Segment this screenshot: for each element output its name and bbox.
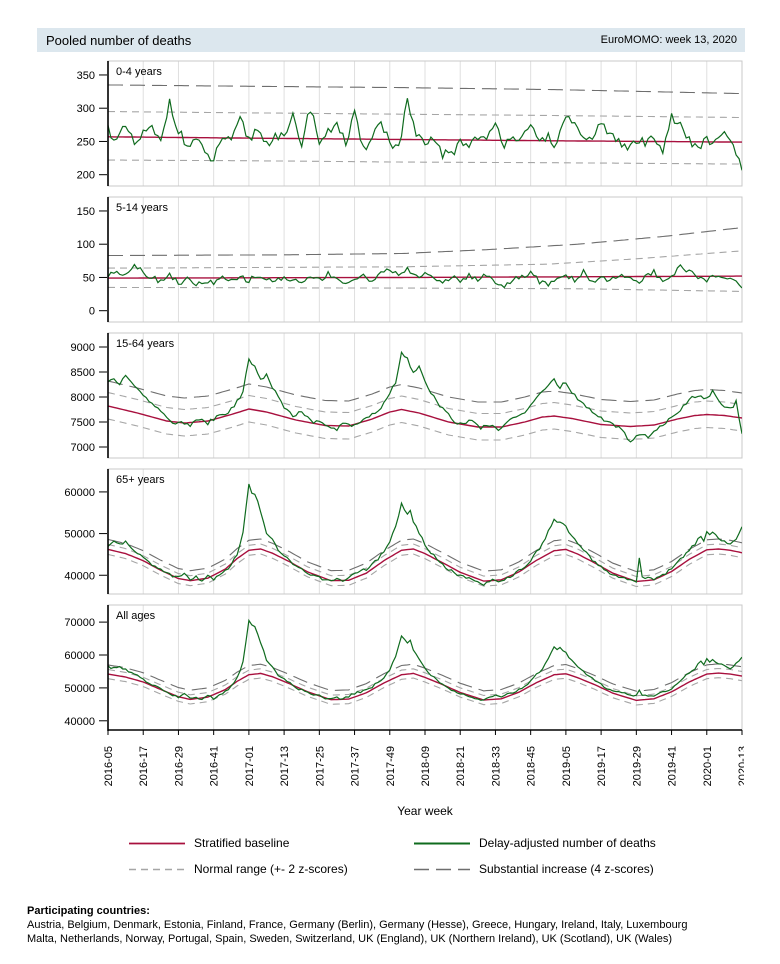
svg-text:2018-09: 2018-09 — [420, 746, 432, 786]
panel-65plus-years: 40000 50000 60000 65+ years — [64, 468, 743, 595]
participating-countries: Participating countries: Austria, Belgiu… — [27, 904, 745, 946]
svg-text:2016-17: 2016-17 — [138, 746, 150, 786]
svg-text:2016-05: 2016-05 — [103, 746, 115, 786]
panel-5-14-years: 0 50 100 150 5-14 years — [77, 196, 743, 323]
svg-text:15-64 years: 15-64 years — [116, 338, 175, 350]
header-bar: Pooled number of deaths EuroMOMO: week 1… — [37, 28, 745, 52]
svg-text:150: 150 — [77, 206, 95, 218]
legend-label: Normal range (+- 2 z-scores) — [194, 862, 348, 876]
svg-text:0-4 years: 0-4 years — [116, 66, 162, 78]
svg-text:60000: 60000 — [64, 650, 95, 662]
svg-text:250: 250 — [77, 136, 95, 148]
countries-line: Malta, Netherlands, Norway, Portugal, Sp… — [27, 933, 672, 945]
svg-text:2019-05: 2019-05 — [561, 746, 573, 786]
svg-text:2016-29: 2016-29 — [173, 746, 185, 786]
countries-line: Austria, Belgium, Denmark, Estonia, Finl… — [27, 919, 688, 931]
legend-label: Substantial increase (4 z-scores) — [479, 862, 654, 876]
svg-text:8500: 8500 — [71, 367, 95, 379]
svg-text:40000: 40000 — [64, 716, 95, 728]
svg-text:2019-41: 2019-41 — [667, 746, 679, 786]
normal-range-line-swatch — [129, 868, 185, 870]
svg-text:2019-17: 2019-17 — [596, 746, 608, 786]
header-meta: EuroMOMO: week 13, 2020 — [600, 34, 737, 46]
svg-text:2017-49: 2017-49 — [385, 746, 397, 786]
substantial-increase-line-swatch — [414, 868, 470, 870]
svg-text:2017-13: 2017-13 — [279, 746, 291, 786]
svg-text:0: 0 — [89, 306, 95, 318]
legend-item-observed: Delay-adjusted number of deaths — [414, 836, 745, 850]
panel-15-64-years: 7000 7500 8000 8500 9000 15-64 years — [71, 332, 743, 459]
x-axis-labels: 2016-05 2016-17 2016-29 2016-41 2017-01 2017-… — [103, 746, 749, 786]
svg-text:65+ years: 65+ years — [116, 474, 165, 486]
svg-text:350: 350 — [77, 70, 95, 82]
baseline-line-swatch — [129, 842, 185, 844]
svg-text:100: 100 — [77, 239, 95, 251]
svg-text:2020-01: 2020-01 — [702, 746, 714, 786]
svg-text:2018-45: 2018-45 — [526, 746, 538, 786]
svg-text:2019-29: 2019-29 — [631, 746, 643, 786]
svg-text:2017-37: 2017-37 — [350, 746, 362, 786]
legend-item-baseline: Stratified baseline — [129, 836, 414, 850]
legend-label: Stratified baseline — [194, 836, 290, 850]
charts-stack: 200 250 300 350 0-4 years 0 50 100 150 5-14 year… — [37, 58, 745, 739]
euromomo-report: Pooled number of deaths EuroMOMO: week 1… — [27, 28, 749, 946]
legend-item-substantial-increase: Substantial increase (4 z-scores) — [414, 862, 745, 876]
svg-text:8000: 8000 — [71, 392, 95, 404]
svg-text:7500: 7500 — [71, 417, 95, 429]
svg-text:5-14 years: 5-14 years — [116, 202, 168, 214]
legend-item-normal-range: Normal range (+- 2 z-scores) — [129, 862, 414, 876]
svg-text:2016-41: 2016-41 — [209, 746, 221, 786]
svg-text:200: 200 — [77, 170, 95, 182]
svg-text:2017-25: 2017-25 — [314, 746, 326, 786]
panel-all-ages: 40000 50000 60000 70000 All ages — [64, 604, 743, 735]
legend-label: Delay-adjusted number of deaths — [479, 836, 656, 850]
svg-text:2018-33: 2018-33 — [490, 746, 502, 786]
svg-text:7000: 7000 — [71, 442, 95, 454]
svg-text:9000: 9000 — [71, 342, 95, 354]
svg-text:All ages: All ages — [116, 610, 156, 622]
participating-countries-heading: Participating countries: — [27, 905, 150, 917]
x-axis-title: Year week — [397, 804, 453, 818]
svg-text:50000: 50000 — [64, 683, 95, 695]
svg-text:2020-13: 2020-13 — [737, 746, 744, 786]
svg-text:70000: 70000 — [64, 617, 95, 629]
svg-text:50000: 50000 — [64, 529, 95, 541]
svg-text:60000: 60000 — [64, 487, 95, 499]
legend: Stratified baseline Delay-adjusted numbe… — [129, 836, 745, 876]
svg-text:300: 300 — [77, 103, 95, 115]
svg-text:50: 50 — [83, 272, 95, 284]
svg-text:2017-01: 2017-01 — [244, 746, 256, 786]
svg-text:40000: 40000 — [64, 570, 95, 582]
observed-line-swatch — [414, 842, 470, 844]
panel-0-4-years: 200 250 300 350 0-4 years — [77, 60, 743, 187]
svg-text:2018-21: 2018-21 — [455, 746, 467, 786]
page-title: Pooled number of deaths — [46, 32, 192, 48]
